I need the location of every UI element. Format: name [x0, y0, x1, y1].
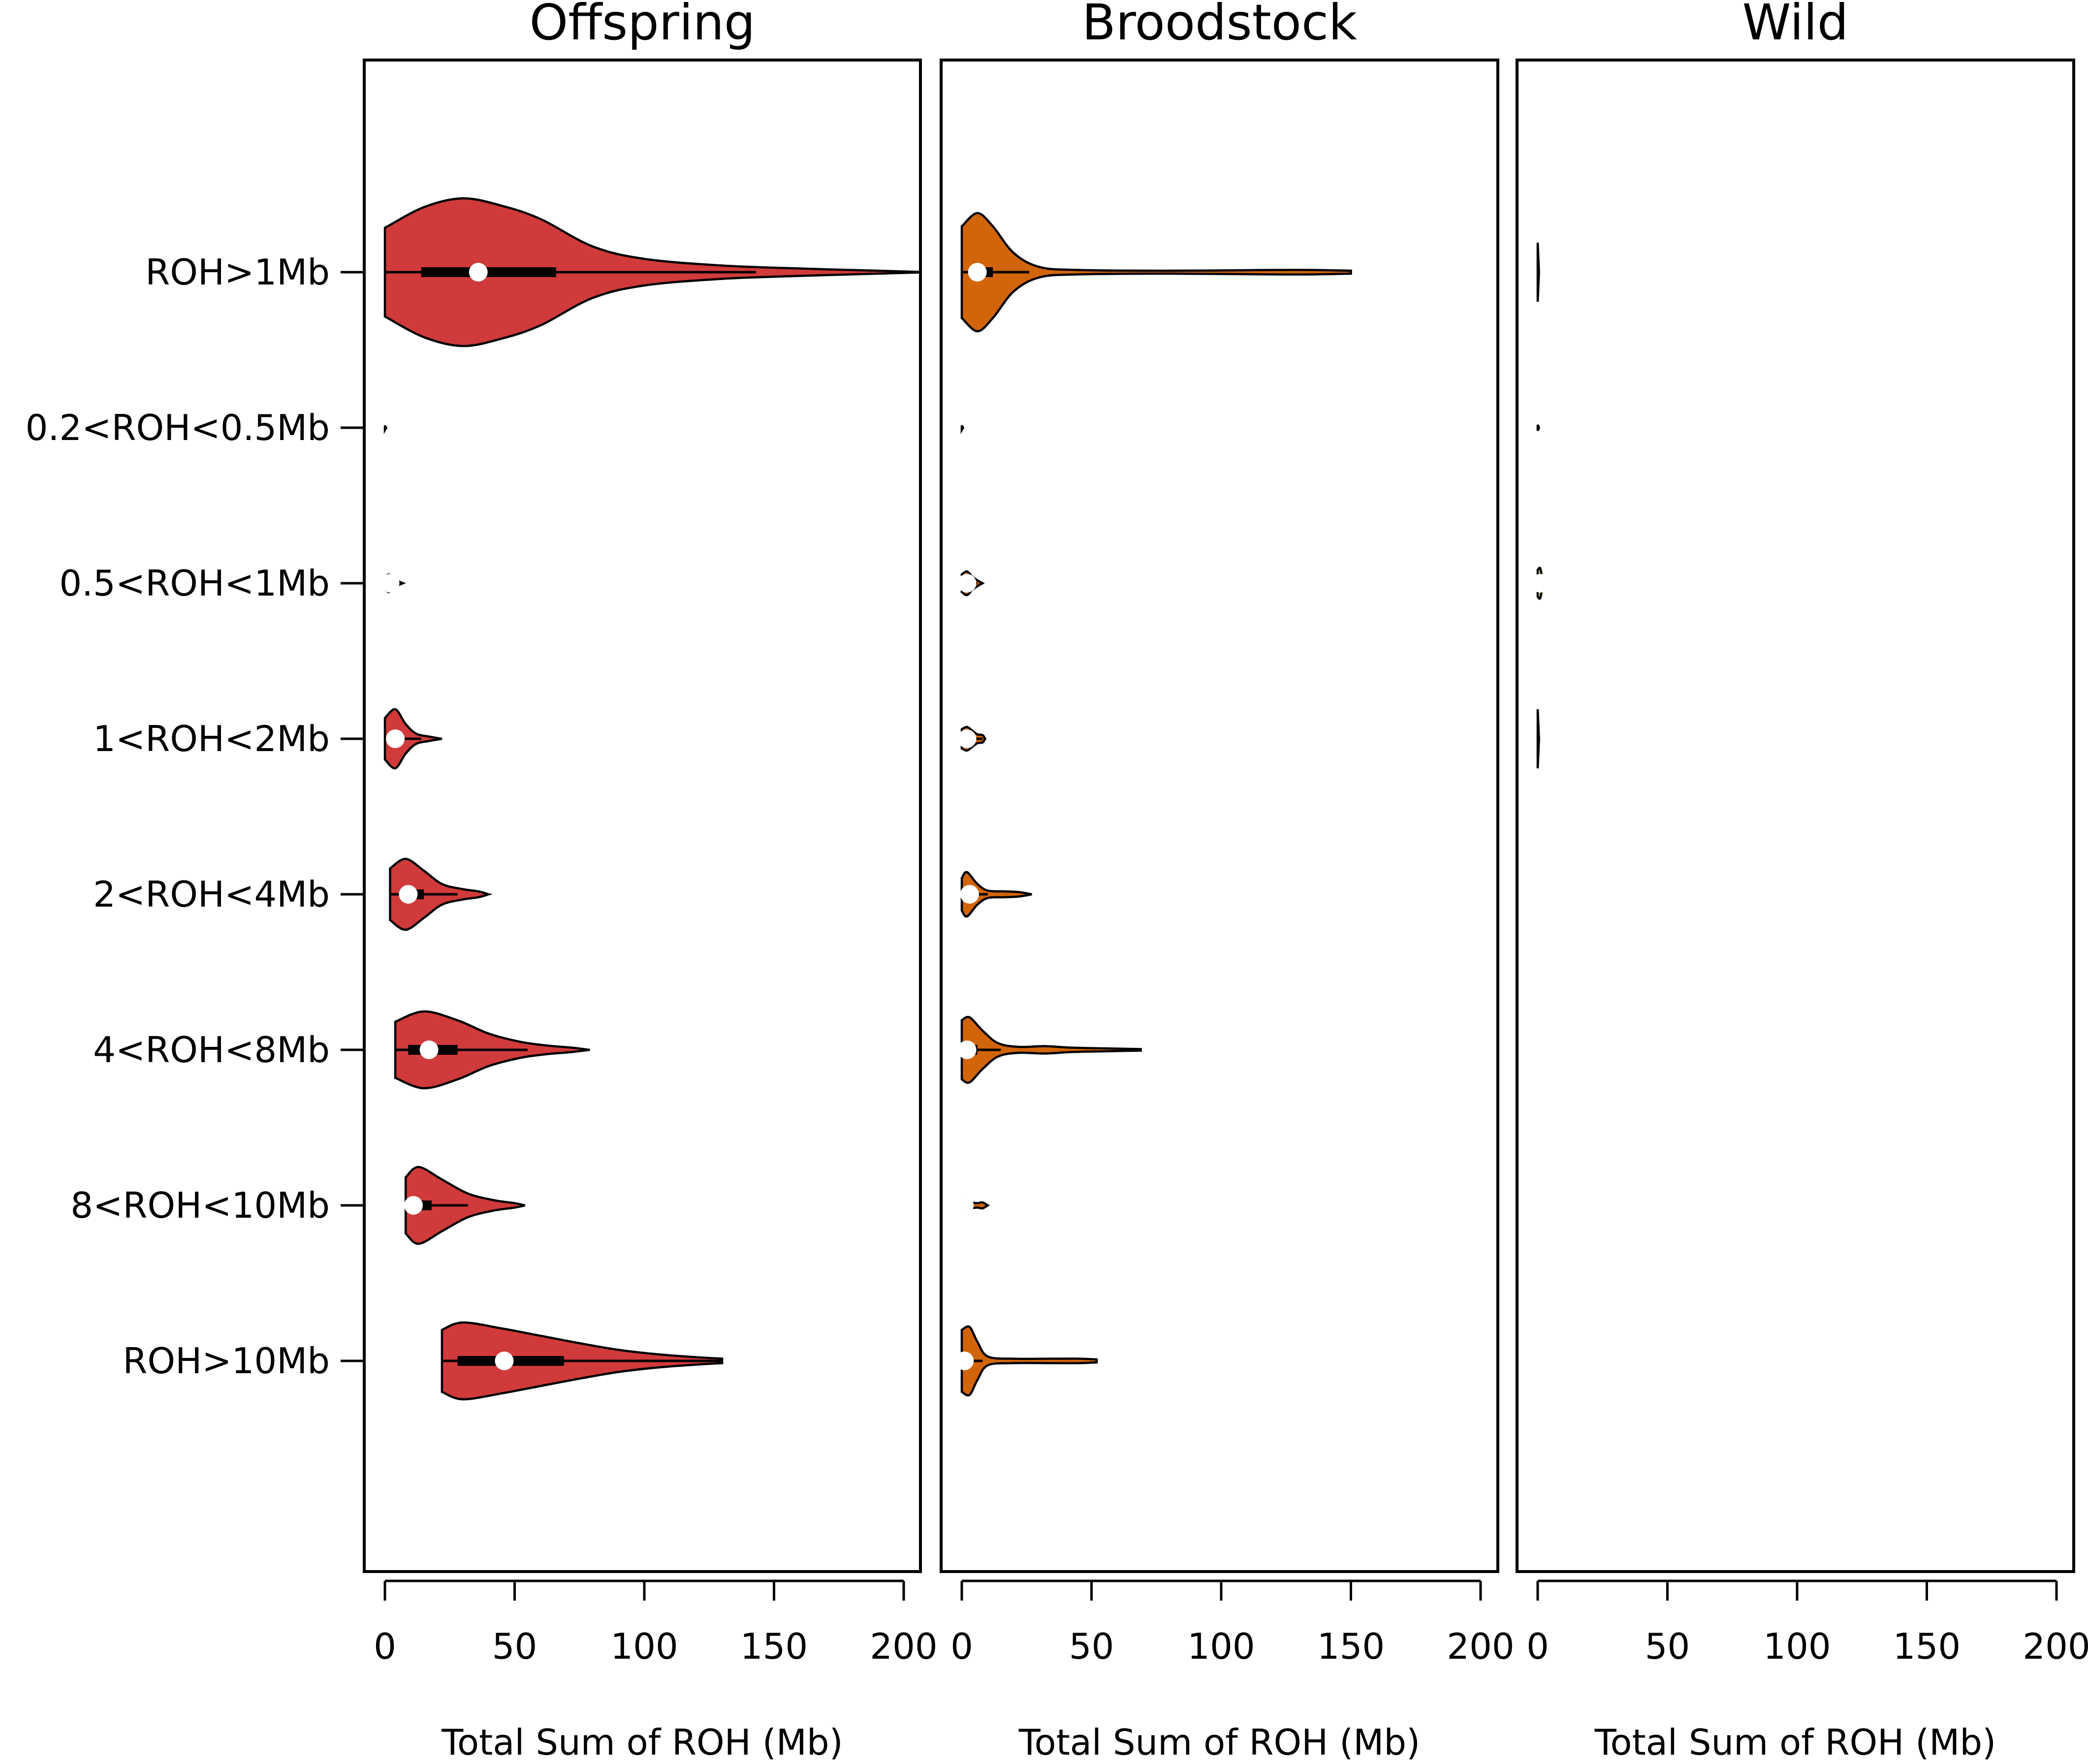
violin-median — [495, 1352, 514, 1370]
panel-frame — [363, 59, 922, 1573]
x-tick-label: 100 — [1763, 1626, 1831, 1667]
y-tick-label: 8<ROH<10Mb — [70, 1185, 330, 1226]
panel-title: Wild — [1742, 0, 1849, 51]
y-tick-label: 4<ROH<8Mb — [93, 1029, 330, 1071]
x-tick-label: 50 — [1069, 1626, 1114, 1667]
x-tick-label: 200 — [1447, 1626, 1514, 1667]
x-tick-label: 100 — [610, 1626, 678, 1667]
violins — [1531, 242, 1550, 769]
panel-title: Offspring — [530, 0, 756, 51]
violin-median — [955, 1352, 974, 1370]
x-tick-label: 100 — [1187, 1626, 1255, 1667]
violin-median — [957, 729, 977, 748]
violin-median — [404, 1196, 423, 1215]
y-tick-label: 0.2<ROH<0.5Mb — [26, 407, 330, 448]
violin-median — [419, 1040, 439, 1059]
violin-median — [399, 885, 418, 904]
x-axis-label: Total Sum of ROH (Mb) — [1594, 1722, 1996, 1763]
violin-median — [1531, 574, 1550, 593]
y-tick-label: 2<ROH<4Mb — [93, 874, 330, 915]
panel-wild: Wild 0 50 100 150 200 Total Sum of ROH (Mb) — [1516, 0, 2088, 1763]
x-tick-label: 0 — [950, 1626, 973, 1667]
violin-median — [380, 574, 400, 593]
violin-shape — [1536, 242, 1540, 302]
x-axis: 0 50 100 150 200 Total Sum of ROH (Mb) — [950, 1579, 1515, 1763]
panel-broodstock: Broodstock 0 50 100 150 200 Total Sum of ROH (… — [940, 0, 1515, 1763]
violin-shape — [383, 425, 388, 434]
y-tick-label: 1<ROH<2Mb — [93, 718, 330, 759]
x-tick-label: 150 — [740, 1626, 808, 1667]
x-axis-label: Total Sum of ROH (Mb) — [441, 1722, 843, 1763]
violin-shape — [1536, 709, 1540, 769]
violin-median — [955, 1196, 974, 1215]
x-tick-label: 50 — [492, 1626, 538, 1667]
x-axis: 0 50 100 150 200 Total Sum of ROH (Mb) — [374, 1579, 938, 1763]
violin-median — [957, 1040, 977, 1059]
y-tick-label: ROH>10Mb — [123, 1340, 330, 1382]
violins — [380, 197, 920, 1401]
violin-median — [960, 885, 979, 904]
x-axis-label: Total Sum of ROH (Mb) — [1018, 1722, 1420, 1763]
violin-shape — [960, 1325, 1098, 1397]
violin-shape — [960, 425, 965, 434]
panel-frame — [940, 59, 1499, 1573]
violin-shape — [960, 212, 1352, 333]
violin-box — [421, 267, 556, 277]
violin-median — [386, 729, 405, 748]
x-tick-label: 150 — [1317, 1626, 1385, 1667]
y-tick-label: 0.5<ROH<1Mb — [59, 563, 330, 604]
violin-shape — [960, 1015, 1142, 1084]
x-tick-label: 0 — [374, 1626, 396, 1667]
violin-shape — [1536, 424, 1541, 431]
x-tick-label: 50 — [1645, 1626, 1690, 1667]
x-tick-label: 200 — [2023, 1626, 2088, 1667]
panel-title: Broodstock — [1082, 0, 1357, 51]
x-tick-label: 150 — [1893, 1626, 1961, 1667]
y-axis: ROH>1Mb 0.2<ROH<0.5Mb 0.5<ROH<1Mb 1<ROH<2Mb… — [26, 252, 364, 1382]
violin-median — [469, 263, 488, 282]
violin-median — [957, 574, 977, 593]
violin-shape — [960, 871, 1032, 918]
panel-offspring: Offspring 0 50 100 150 200 Total Sum of ROH (M… — [363, 0, 938, 1763]
y-tick-label: ROH>1Mb — [145, 252, 330, 293]
x-tick-label: 0 — [1526, 1626, 1549, 1667]
x-tick-label: 200 — [870, 1626, 937, 1667]
panel-frame — [1516, 59, 2075, 1573]
violins — [955, 212, 1352, 1397]
x-axis: 0 50 100 150 200 Total Sum of ROH (Mb) — [1526, 1579, 2088, 1763]
violin-median — [968, 263, 987, 282]
